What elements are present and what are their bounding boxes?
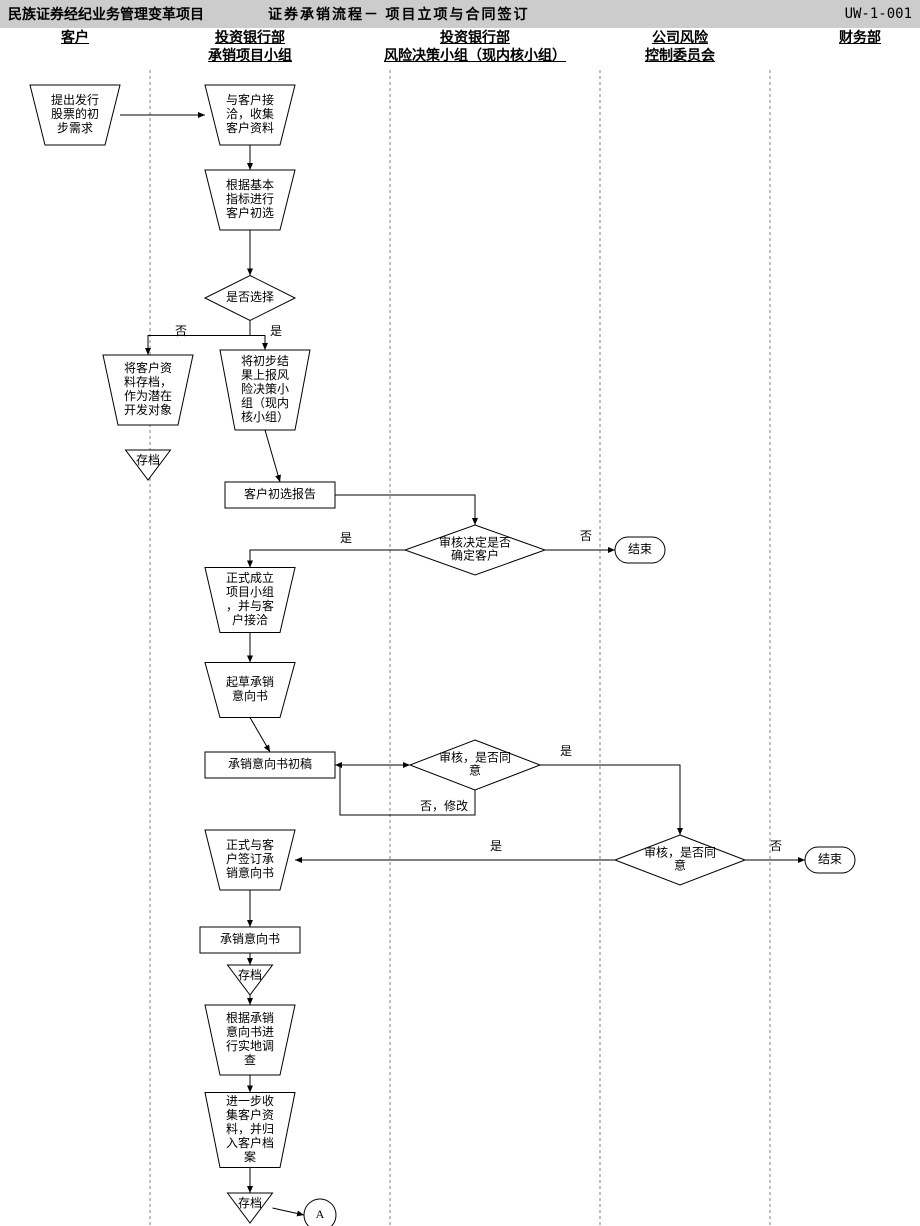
node-n12: 审核，是否同意	[410, 740, 540, 790]
svg-text:客户初选: 客户初选	[226, 205, 274, 220]
svg-text:根据承销: 根据承销	[226, 1011, 274, 1025]
svg-text:A: A	[316, 1207, 325, 1221]
svg-text:正式与客: 正式与客	[226, 837, 274, 852]
svg-text:客户资料: 客户资料	[226, 120, 274, 135]
svg-text:确定客户: 确定客户	[451, 547, 499, 562]
svg-text:险决策小: 险决策小	[241, 381, 289, 396]
svg-text:审核决定是否: 审核决定是否	[439, 534, 511, 549]
svg-text:存档: 存档	[238, 968, 262, 982]
node-n15: 承销意向书	[200, 927, 300, 953]
node-n8: 审核决定是否确定客户	[405, 525, 545, 575]
svg-text:提出发行: 提出发行	[51, 92, 99, 107]
svg-text:结束: 结束	[818, 852, 842, 866]
svg-text:意: 意	[674, 857, 686, 872]
svg-text:存档: 存档	[238, 1196, 262, 1210]
page: 民族证券经纪业务管理变革项目 证券承销流程－ 项目立项与合同签订 UW-1-00…	[0, 0, 920, 1226]
header-bar: 民族证券经纪业务管理变革项目 证券承销流程－ 项目立项与合同签订 UW-1-00…	[0, 0, 920, 28]
svg-text:起草承销: 起草承销	[226, 675, 274, 689]
svg-text:将客户资: 将客户资	[124, 360, 172, 375]
header-code: UW-1-001	[812, 6, 912, 22]
svg-text:结束: 结束	[628, 542, 652, 556]
node-n7: 客户初选报告	[225, 482, 335, 508]
node-n5: 将客户资料存档，作为潜在开发对象	[103, 355, 193, 425]
node-n3: 根据基本指标进行客户初选	[205, 170, 295, 230]
node-n11: 承销意向书初稿	[205, 752, 335, 778]
svg-text:是: 是	[560, 744, 572, 758]
svg-text:否: 否	[175, 324, 187, 338]
node-n17: 进一步收集客户资料，并归入客户档案	[205, 1093, 295, 1168]
node-n13e: 结束	[805, 847, 855, 873]
svg-text:销意向书: 销意向书	[226, 865, 274, 880]
node-n9: 正式成立项目小组，并与客户接洽	[205, 568, 295, 633]
svg-text:是: 是	[340, 531, 352, 545]
svg-text:入客户档: 入客户档	[226, 1135, 274, 1150]
svg-text:查: 查	[244, 1053, 256, 1067]
svg-text:否: 否	[770, 839, 782, 853]
svg-text:案: 案	[244, 1149, 256, 1164]
svg-text:意向书进: 意向书进	[226, 1024, 274, 1039]
svg-text:户接洽: 户接洽	[232, 612, 268, 627]
svg-text:意: 意	[469, 762, 481, 777]
flowchart-canvas: 提出发行股票的初步需求与客户接洽，收集客户资料根据基本指标进行客户初选是否选择将…	[0, 70, 920, 1226]
svg-text:否，修改: 否，修改	[420, 798, 468, 813]
svg-text:组（现内: 组（现内	[241, 396, 289, 410]
svg-text:承销意向书: 承销意向书	[220, 931, 280, 946]
svg-text:开发对象: 开发对象	[124, 402, 172, 417]
node-n15a: 存档	[228, 965, 273, 995]
node-n14: 正式与客户签订承销意向书	[205, 830, 295, 890]
svg-text:核小组）: 核小组）	[241, 410, 289, 424]
svg-text:料存档，: 料存档，	[124, 375, 172, 389]
svg-text:承销意向书初稿: 承销意向书初稿	[228, 756, 312, 771]
svg-text:正式成立: 正式成立	[226, 570, 274, 585]
svg-text:户签订承: 户签订承	[226, 851, 274, 866]
node-n2: 与客户接洽，收集客户资料	[205, 85, 295, 145]
lane-header-l3: 投资银行部风险决策小组（现内核小组）	[375, 30, 575, 66]
lane-header-l2: 投资银行部承销项目小组	[150, 30, 350, 66]
svg-text:料，并归: 料，并归	[226, 1122, 274, 1136]
svg-text:步需求: 步需求	[57, 121, 93, 135]
svg-text:客户初选报告: 客户初选报告	[244, 486, 316, 501]
svg-text:意向书: 意向书	[232, 688, 268, 703]
svg-text:与客户接: 与客户接	[226, 92, 274, 107]
node-n8e: 结束	[615, 537, 665, 563]
lane-header-l4: 公司风险控制委员会	[605, 30, 755, 66]
header-title: 证券承销流程－ 项目立项与合同签订	[268, 4, 812, 24]
svg-text:，并与客: ，并与客	[226, 598, 274, 613]
header-left: 民族证券经纪业务管理变革项目	[8, 4, 268, 24]
node-n17a: 存档	[228, 1193, 273, 1223]
svg-text:否: 否	[580, 529, 592, 543]
svg-text:果上报风: 果上报风	[241, 367, 289, 382]
svg-text:审核，是否同: 审核，是否同	[644, 844, 716, 859]
svg-text:进一步收: 进一步收	[226, 1094, 274, 1108]
lane-header-l1: 客户	[0, 30, 150, 48]
lane-header-l5: 财务部	[810, 30, 910, 48]
node-n5a: 存档	[126, 450, 171, 480]
node-nA: A	[304, 1199, 336, 1226]
node-n13: 审核，是否同意	[615, 835, 745, 885]
svg-text:行实地调: 行实地调	[226, 1038, 274, 1053]
svg-text:股票的初: 股票的初	[51, 106, 99, 121]
svg-text:指标进行: 指标进行	[226, 191, 274, 206]
svg-text:是否选择: 是否选择	[226, 290, 274, 304]
svg-text:是: 是	[490, 839, 502, 853]
svg-text:存档: 存档	[136, 453, 160, 467]
svg-text:审核，是否同: 审核，是否同	[439, 749, 511, 764]
svg-text:项目小组: 项目小组	[226, 585, 274, 599]
lanes-header: 客户投资银行部承销项目小组投资银行部风险决策小组（现内核小组） 公司风险控制委员会…	[0, 28, 920, 74]
svg-text:作为潜在: 作为潜在	[124, 389, 172, 403]
node-n16: 根据承销意向书进行实地调查	[205, 1005, 295, 1075]
svg-text:将初步结: 将初步结	[241, 354, 289, 368]
svg-text:集客户资: 集客户资	[226, 1107, 274, 1122]
svg-text:洽，收集: 洽，收集	[226, 106, 274, 121]
node-n4: 是否选择	[205, 276, 295, 321]
node-n6: 将初步结果上报风险决策小组（现内核小组）	[220, 350, 310, 430]
node-n1: 提出发行股票的初步需求	[30, 85, 120, 145]
svg-text:根据基本: 根据基本	[226, 178, 274, 192]
node-n10: 起草承销意向书	[205, 663, 295, 718]
svg-text:是: 是	[270, 324, 282, 338]
